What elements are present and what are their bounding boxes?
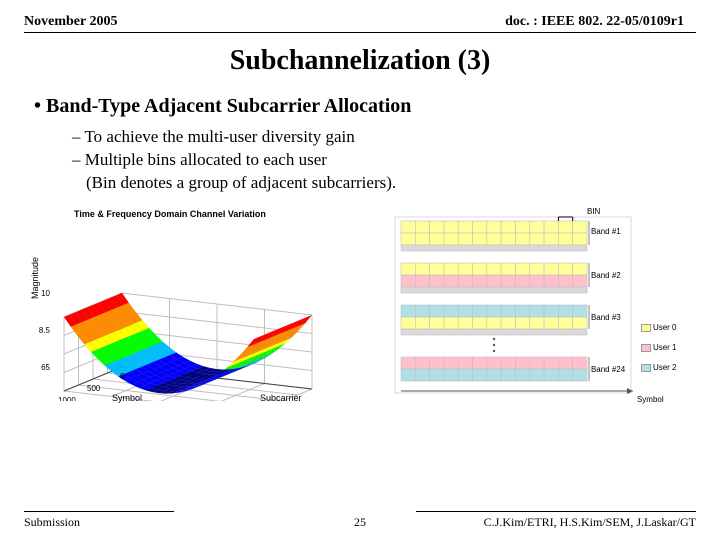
band-label-3: Band #3 (591, 313, 621, 322)
svg-text:500: 500 (87, 384, 101, 393)
legend-label-2: User 2 (653, 363, 677, 372)
footer: Submission 25 C.J.Kim/ETRI, H.S.Kim/SEM,… (24, 515, 696, 530)
legend-label-1: User 1 (653, 343, 677, 352)
band-label-2: Band #2 (591, 271, 621, 280)
header: November 2005 doc. : IEEE 802. 22-05/010… (0, 0, 720, 32)
legend-swatch-1 (641, 344, 651, 352)
figure-3d-surface: Time & Frequency Domain Channel Variatio… (30, 205, 369, 405)
bullet-l2c: (Bin denotes a group of adjacent subcarr… (34, 172, 686, 195)
grid-svg (391, 205, 691, 405)
figure-allocation-grid: BIN Band #1 Band #2 Band #3 Band #24 Use… (391, 205, 690, 405)
footer-page: 25 (354, 515, 366, 530)
header-doc: doc. : IEEE 802. 22-05/0109r1 (505, 14, 684, 30)
footer-left: Submission (24, 515, 80, 530)
legend-swatch-2 (641, 364, 651, 372)
bin-label: BIN (587, 207, 600, 216)
plot-title-left: Time & Frequency Domain Channel Variatio… (74, 209, 266, 219)
ylabel-left: Magnitude (30, 257, 40, 299)
svg-text:8.5: 8.5 (39, 326, 51, 335)
figures: Time & Frequency Domain Channel Variatio… (0, 195, 720, 405)
svg-text:10: 10 (41, 289, 50, 298)
svg-text:0: 0 (120, 372, 125, 381)
slide-title: Subchannelization (3) (0, 45, 720, 77)
legend-label-0: User 0 (653, 323, 677, 332)
svg-text:65: 65 (41, 363, 50, 372)
footer-rule-left (24, 511, 174, 512)
legend-swatch-0 (641, 324, 651, 332)
footer-right: C.J.Kim/ETRI, H.S.Kim/SEM, J.Laskar/GT (484, 515, 696, 530)
band-label-24: Band #24 (591, 365, 625, 374)
bullet-l2b: Multiple bins allocated to each user (34, 149, 686, 172)
bullet-l2a: To achieve the multi-user diversity gain (34, 126, 686, 149)
surface-svg: 108.5651000500050010001500 (30, 221, 370, 401)
header-date: November 2005 (24, 14, 117, 30)
band-label-1: Band #1 (591, 227, 621, 236)
body: Band-Type Adjacent Subcarrier Allocation… (0, 77, 720, 195)
xlabel1-left: Symbol (112, 393, 142, 403)
xlabel2-left: Subcarrier (260, 393, 302, 403)
bullet-l1: Band-Type Adjacent Subcarrier Allocation (34, 95, 686, 118)
svg-text:1000: 1000 (58, 396, 76, 401)
footer-rule-right (416, 511, 696, 512)
xaxis-label-right: Symbol (637, 395, 664, 404)
header-rule (24, 32, 696, 33)
